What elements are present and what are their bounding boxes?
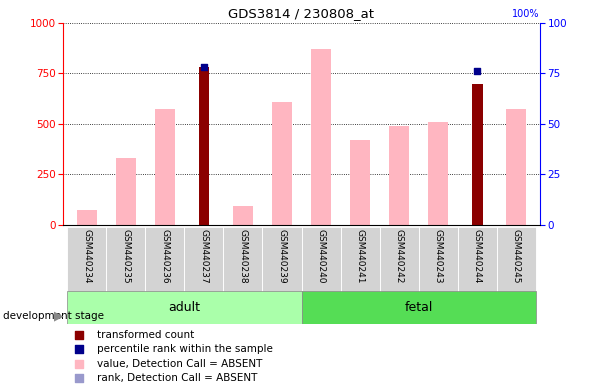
FancyBboxPatch shape: [341, 227, 380, 300]
FancyBboxPatch shape: [67, 227, 106, 300]
FancyBboxPatch shape: [185, 227, 223, 300]
Bar: [472, 84, 482, 225]
Point: [74, 361, 83, 367]
FancyBboxPatch shape: [418, 227, 458, 300]
Text: transformed count: transformed count: [96, 330, 194, 340]
FancyBboxPatch shape: [262, 227, 302, 300]
FancyBboxPatch shape: [497, 227, 536, 300]
Text: rank, Detection Call = ABSENT: rank, Detection Call = ABSENT: [96, 373, 257, 384]
FancyBboxPatch shape: [145, 227, 185, 300]
Text: GSM440240: GSM440240: [317, 229, 326, 283]
FancyBboxPatch shape: [302, 291, 536, 324]
Text: GSM440244: GSM440244: [473, 229, 482, 283]
Text: GSM440236: GSM440236: [160, 229, 169, 283]
FancyBboxPatch shape: [223, 227, 262, 300]
Bar: [350, 140, 370, 225]
Bar: [116, 158, 136, 225]
Bar: [155, 109, 175, 225]
Bar: [77, 210, 96, 225]
Text: GSM440234: GSM440234: [82, 229, 91, 283]
Bar: [428, 122, 448, 225]
Text: GSM440241: GSM440241: [356, 229, 365, 283]
Title: GDS3814 / 230808_at: GDS3814 / 230808_at: [229, 7, 374, 20]
Text: GSM440239: GSM440239: [277, 229, 286, 283]
Text: GSM440237: GSM440237: [200, 229, 209, 283]
Text: GSM440243: GSM440243: [434, 229, 443, 283]
FancyBboxPatch shape: [67, 291, 302, 324]
FancyBboxPatch shape: [458, 227, 497, 300]
Point: [74, 346, 83, 353]
Text: GSM440238: GSM440238: [238, 229, 247, 283]
Bar: [272, 102, 292, 225]
Text: adult: adult: [168, 301, 200, 314]
FancyBboxPatch shape: [380, 227, 418, 300]
FancyBboxPatch shape: [302, 227, 341, 300]
Text: 100%: 100%: [512, 9, 540, 19]
Point: [199, 65, 209, 71]
Text: ▶: ▶: [54, 309, 64, 322]
Bar: [311, 49, 331, 225]
Bar: [233, 207, 253, 225]
Text: percentile rank within the sample: percentile rank within the sample: [96, 344, 273, 354]
Text: fetal: fetal: [405, 301, 433, 314]
Text: value, Detection Call = ABSENT: value, Detection Call = ABSENT: [96, 359, 262, 369]
Bar: [507, 109, 526, 225]
Text: development stage: development stage: [3, 311, 104, 321]
Bar: [198, 68, 209, 225]
Point: [74, 376, 83, 382]
FancyBboxPatch shape: [106, 227, 145, 300]
Text: GSM440242: GSM440242: [394, 229, 403, 283]
Bar: [390, 126, 409, 225]
Point: [472, 68, 482, 74]
Point: [74, 332, 83, 338]
Text: GSM440245: GSM440245: [512, 229, 521, 283]
Text: GSM440235: GSM440235: [121, 229, 130, 283]
